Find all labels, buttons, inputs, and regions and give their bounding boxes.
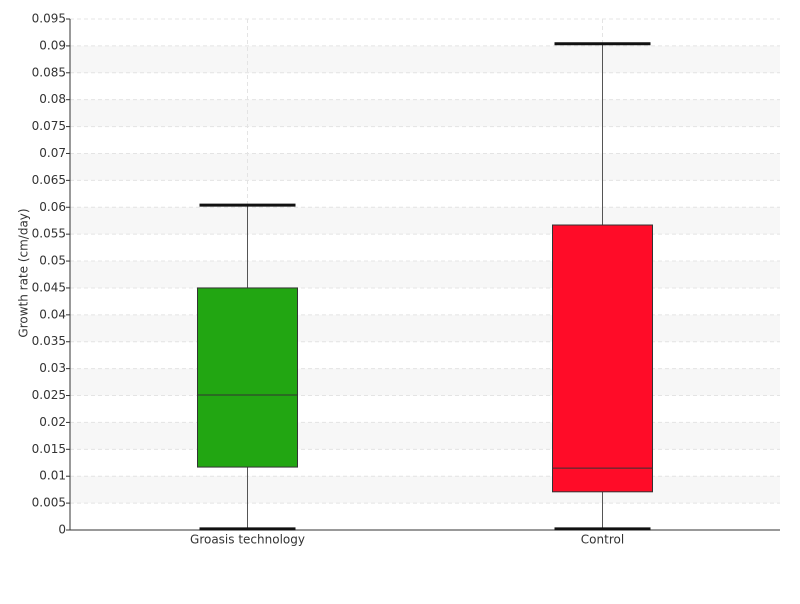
y-tick-label: 0.06 [39,200,66,214]
y-tick-label: 0.095 [32,12,66,26]
grid-band [70,99,780,127]
y-tick-label: 0.055 [32,227,66,241]
y-tick-label: 0.015 [32,442,66,456]
y-tick-label: 0.01 [39,469,66,483]
y-tick-label: 0.04 [39,307,66,321]
grid-band [70,153,780,181]
y-tick-label: 0.09 [39,38,66,52]
grid-band [70,45,780,73]
x-tick-label: Control [581,533,624,547]
y-tick-label: 0.07 [39,146,66,160]
x-tick-label: Groasis technology [190,533,305,547]
y-tick-label: 0.065 [32,173,66,187]
y-tick-label: 0.03 [39,361,66,375]
y-tick-label: 0.045 [32,280,66,294]
grid-band [70,368,780,396]
grid-band [70,207,780,235]
grid-band [70,261,780,288]
y-tick-label: 0 [58,523,66,537]
grid-band [70,314,780,342]
y-tick-label: 0.005 [32,496,66,510]
grid-band [70,422,780,450]
y-tick-label: 0.05 [39,254,66,268]
y-tick-label: 0.035 [32,334,66,348]
box [197,287,298,468]
y-tick-label: 0.08 [39,92,66,106]
box [552,224,653,493]
y-tick-label: 0.025 [32,388,66,402]
y-tick-label: 0.02 [39,415,66,429]
plot-background [70,18,780,531]
y-axis-label: Growth rate (cm/day) [17,208,31,337]
y-tick-label: 0.075 [32,119,66,133]
y-tick-label: 0.085 [32,65,66,79]
grid-band [70,476,780,504]
